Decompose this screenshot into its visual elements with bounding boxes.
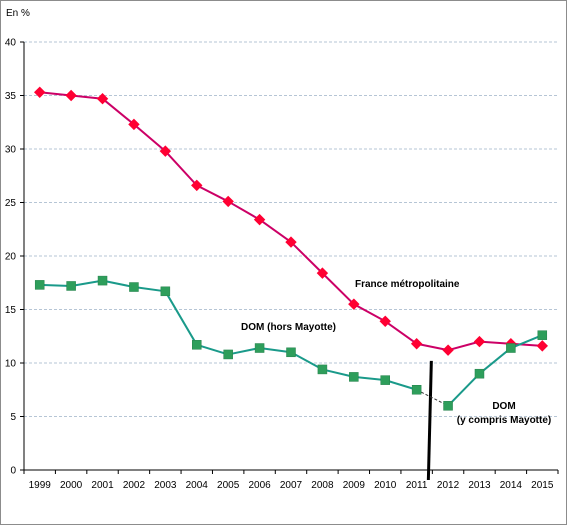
- series-line-2: [447, 334, 543, 407]
- square-marker: [443, 401, 453, 411]
- square-marker: [286, 347, 296, 358]
- y-tick-label: 5: [10, 412, 16, 423]
- series-label-dom-hors-mayotte: DOM (hors Mayotte): [241, 322, 336, 333]
- series-labels: France métropolitaine DOM (hors Mayotte) D…: [241, 279, 551, 426]
- diamond-marker: [96, 93, 109, 105]
- diamond-marker: [159, 145, 172, 157]
- series-break-mark: [426, 360, 433, 481]
- square-marker: [66, 281, 76, 291]
- x-tick-label: 2002: [123, 480, 146, 491]
- series-line-1: [39, 279, 417, 391]
- square-marker: [223, 349, 233, 360]
- series-label-france: France métropolitaine: [355, 279, 460, 290]
- x-tick-label: 2014: [500, 480, 523, 491]
- x-tick-label: 2015: [531, 480, 554, 491]
- diamond-marker: [33, 86, 46, 98]
- diamond-marker: [348, 298, 360, 310]
- x-tick-label: 2004: [186, 480, 209, 491]
- grid-lines: [24, 41, 558, 417]
- x-tick-label: 2001: [91, 480, 114, 491]
- diamond-marker: [379, 315, 391, 327]
- x-tick-label: 2008: [311, 480, 334, 491]
- series-line-0: [39, 91, 543, 352]
- diamond-marker: [285, 236, 297, 248]
- diamond-marker: [536, 340, 549, 352]
- diamond-marker: [253, 213, 266, 226]
- square-marker: [537, 330, 548, 340]
- square-marker: [411, 385, 422, 395]
- series-label-dom-mayotte-line1: DOM: [492, 401, 515, 412]
- y-tick-labels: 0 5 10 15 20 25 30 35 40: [5, 38, 17, 477]
- x-tick-label: 2005: [217, 480, 240, 491]
- square-marker: [349, 372, 359, 382]
- x-tick-label: 2009: [343, 480, 366, 491]
- x-tick-label: 2013: [468, 480, 491, 491]
- series-lines: [39, 91, 543, 407]
- x-tick-label: 2007: [280, 480, 303, 491]
- y-tick-label: 0: [10, 466, 16, 477]
- diamond-marker: [473, 335, 486, 348]
- diamond-marker: [128, 118, 140, 131]
- square-marker: [97, 275, 108, 286]
- x-tick-label: 2003: [154, 480, 177, 491]
- diamond-marker: [65, 89, 77, 102]
- y-tick-label: 15: [5, 305, 17, 316]
- x-tick-label: 2000: [60, 480, 83, 491]
- square-marker: [192, 340, 202, 350]
- series-break-link: [416, 389, 449, 407]
- square-marker: [34, 280, 45, 290]
- x-tick-label: 2010: [374, 480, 397, 491]
- axes: [20, 41, 559, 481]
- square-marker: [380, 375, 390, 385]
- diamond-marker: [316, 267, 329, 279]
- diamond-marker: [442, 344, 454, 356]
- y-tick-label: 35: [5, 91, 17, 102]
- y-tick-label: 20: [5, 252, 17, 263]
- diamond-marker: [222, 195, 234, 208]
- y-tick-label: 25: [5, 198, 17, 209]
- x-tick-label: 2006: [248, 480, 271, 491]
- square-marker: [506, 343, 516, 353]
- x-tick-label: 2011: [406, 480, 428, 491]
- diamond-marker: [191, 179, 203, 192]
- square-marker: [160, 286, 171, 297]
- series-markers: [33, 86, 549, 411]
- y-axis-unit-label: En %: [6, 8, 30, 19]
- y-tick-label: 10: [5, 359, 17, 370]
- square-marker: [129, 282, 139, 292]
- y-tick-label: 30: [5, 145, 17, 156]
- square-marker: [254, 343, 265, 353]
- x-tick-label: 1999: [29, 480, 52, 491]
- square-marker: [474, 368, 485, 379]
- series-label-dom-mayotte-line2: (y compris Mayotte): [457, 415, 551, 426]
- x-tick-labels: 1999 2000 2001 2002 2003 2004 2005 2006 2007 2008…: [29, 480, 554, 491]
- x-tick-label: 2012: [437, 480, 460, 491]
- diamond-marker: [410, 338, 423, 350]
- square-marker: [317, 364, 328, 375]
- y-tick-label: 40: [5, 38, 17, 49]
